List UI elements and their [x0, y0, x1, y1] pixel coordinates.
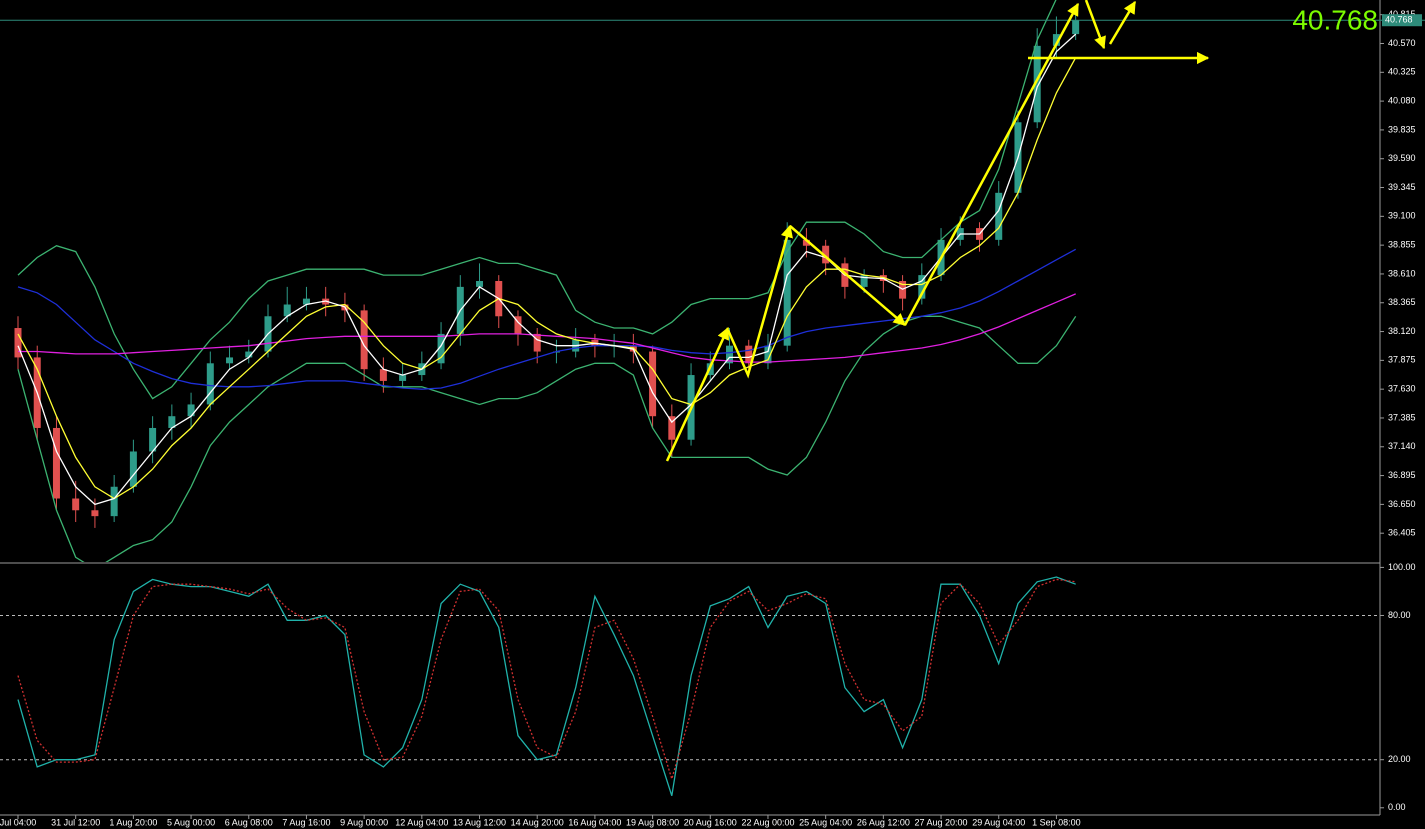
candle-body: [745, 345, 753, 364]
candle-body: [129, 451, 137, 487]
candle-body: [52, 427, 60, 499]
indicator-line: [17, 57, 1077, 500]
candle-body: [860, 275, 868, 287]
current-price-big: 40.768: [1292, 5, 1378, 36]
y-tick-label: 36.895: [1388, 470, 1416, 480]
x-tick-label: 27 Aug 20:00: [915, 817, 968, 827]
indicator-line: [17, 0, 1057, 400]
arrow: [1084, 0, 1106, 50]
x-tick-label: 9 Aug 00:00: [340, 817, 388, 827]
x-tick-label: 6 Aug 08:00: [225, 817, 273, 827]
x-tick-label: 25 Aug 04:00: [799, 817, 852, 827]
x-tick-label: 22 Aug 00:00: [741, 817, 794, 827]
y-tick-label: 38.120: [1388, 326, 1416, 336]
candle-body: [245, 351, 253, 358]
y-tick-label: 37.875: [1388, 355, 1416, 365]
candle-body: [783, 239, 791, 346]
x-tick-label: 5 Aug 00:00: [167, 817, 215, 827]
indicator-line: [18, 293, 1076, 363]
candle-body: [918, 275, 926, 299]
arrow: [789, 225, 906, 326]
y-tick-label: 38.610: [1388, 268, 1416, 278]
candle-body: [764, 345, 772, 364]
yellow-annotations: [665, 0, 1210, 462]
y-tick-label: 38.365: [1388, 297, 1416, 307]
x-tick-label: 16 Aug 04:00: [568, 817, 621, 827]
y-tick-label: 37.630: [1388, 384, 1416, 394]
candle-body: [437, 333, 445, 364]
axes: 40.815 40.570 40.325 40.080 39.835 39.590 39.3…: [0, 5, 1425, 827]
y-tick-label: 39.345: [1388, 182, 1416, 192]
x-tick-label: 1 Aug 20:00: [109, 817, 157, 827]
y-tick-label: 100.00: [1388, 562, 1416, 572]
candle-body: [283, 304, 291, 317]
y-tick-label: 20.00: [1388, 754, 1411, 764]
y-tick-label: 80.00: [1388, 610, 1411, 620]
arrow: [726, 224, 793, 379]
x-tick-label: 13 Aug 12:00: [453, 817, 506, 827]
x-tick-label: 20 Aug 16:00: [684, 817, 737, 827]
x-tick-label: 7 Aug 16:00: [282, 817, 330, 827]
x-tick-label: 14 Aug 20:00: [511, 817, 564, 827]
y-tick-label: 40.080: [1388, 95, 1416, 105]
candle-body: [149, 427, 157, 452]
y-tick-label: 40.570: [1388, 38, 1416, 48]
candle-body: [802, 239, 810, 246]
arrow: [1108, 0, 1137, 45]
candle-body: [533, 333, 541, 352]
price-panel: [0, 0, 1380, 562]
x-tick-label: 19 Aug 08:00: [626, 817, 679, 827]
candle-body: [14, 328, 22, 358]
candle-body: [379, 369, 387, 381]
candle-body: [514, 316, 522, 334]
y-tick-label: 0.00: [1388, 802, 1406, 812]
stochastic-panel: [0, 576, 1380, 796]
y-tick-label: 36.650: [1388, 499, 1416, 509]
indicator-line: [17, 576, 1076, 796]
candle-body: [360, 310, 368, 370]
x-tick-label: 12 Aug 04:00: [395, 817, 448, 827]
current-price-label: 40.768: [1385, 15, 1413, 25]
x-tick-label: 29 Aug 04:00: [972, 817, 1025, 827]
x-tick-label: 31 Jul 12:00: [51, 817, 100, 827]
candle-body: [72, 498, 80, 511]
candle-body: [995, 192, 1003, 240]
candle-body: [206, 363, 214, 405]
y-tick-label: 37.140: [1388, 441, 1416, 451]
candle-body: [1033, 45, 1041, 123]
y-tick-label: 36.405: [1388, 528, 1416, 538]
candle-body: [399, 375, 407, 381]
indicator-line: [17, 33, 1077, 506]
x-tick-label: 26 Aug 12:00: [857, 817, 910, 827]
candle-body: [110, 486, 118, 517]
y-tick-label: 39.100: [1388, 211, 1416, 221]
candle-body: [302, 298, 310, 305]
y-tick-label: 40.815: [1388, 9, 1416, 19]
candle-body: [1072, 20, 1080, 35]
arrow: [665, 326, 730, 462]
candle-body: [1052, 34, 1060, 46]
candle-body: [168, 416, 176, 428]
candle-body: [476, 281, 484, 287]
candle-body: [726, 345, 734, 364]
y-tick-label: 37.385: [1388, 412, 1416, 422]
y-tick-label: 38.855: [1388, 240, 1416, 250]
y-tick-label: 40.325: [1388, 67, 1416, 77]
candle-body: [187, 404, 195, 417]
x-tick-label: Jul 04:00: [0, 817, 36, 827]
candle-body: [91, 510, 99, 517]
indicator-line: [17, 578, 1076, 782]
y-tick-label: 39.590: [1388, 153, 1416, 163]
y-tick-label: 39.835: [1388, 124, 1416, 134]
candle-body: [668, 416, 676, 440]
candle-body: [822, 245, 830, 264]
candle-body: [649, 351, 657, 417]
candle-body: [226, 357, 234, 364]
x-tick-label: 1 Sep 08:00: [1032, 817, 1081, 827]
current-price-box: [1382, 14, 1422, 27]
